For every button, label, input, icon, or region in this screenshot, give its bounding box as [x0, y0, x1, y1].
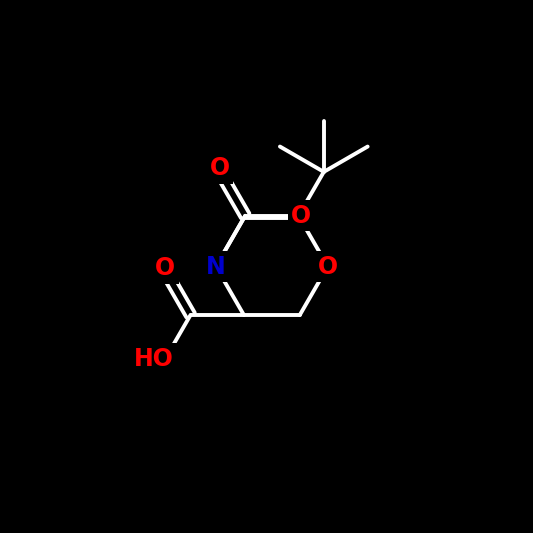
Text: O: O — [210, 156, 230, 180]
Text: O: O — [155, 256, 175, 280]
Text: HO: HO — [134, 347, 173, 371]
Text: N: N — [206, 254, 226, 279]
Text: O: O — [318, 254, 338, 279]
Text: O: O — [291, 204, 311, 228]
